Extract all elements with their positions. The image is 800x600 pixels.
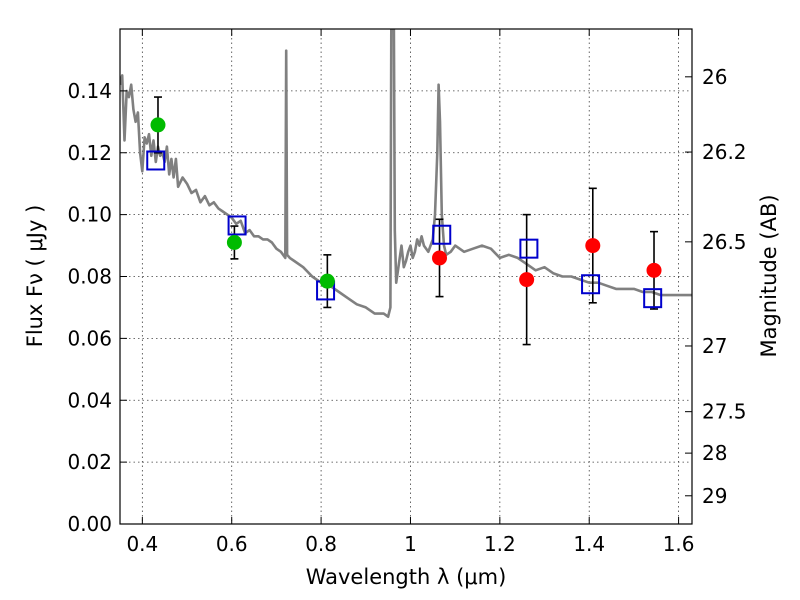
x-axis-label: Wavelength λ (μm) (306, 565, 507, 589)
x-tick-label: 1.2 (484, 532, 516, 556)
x-tick-label: 0.4 (126, 532, 158, 556)
optical-data-point (226, 234, 242, 250)
y-tick-label: 0.00 (67, 512, 112, 536)
x-tick-label: 1.4 (573, 532, 605, 556)
mag-tick-label: 26 (702, 65, 727, 89)
x-tick-label: 1 (404, 532, 417, 556)
right-axis-label: Magnitude (AB) (757, 194, 781, 357)
y-tick-label: 0.10 (67, 203, 112, 227)
plot-data (120, 29, 692, 346)
y-tick-label: 0.04 (67, 388, 112, 412)
x-tick-label: 0.8 (305, 532, 337, 556)
axis-ticks: 0.4 0.6 0.8 1 1.2 1.4 1.6 0.00 0.02 0.04 0.06 0.08 0… (67, 29, 747, 556)
nir-data-point (519, 272, 535, 288)
mag-tick-label: 28 (702, 441, 727, 465)
mag-tick-label: 27 (702, 334, 727, 358)
y-axis-label: Flux Fν ( μJy ) (23, 205, 47, 348)
optical-data-point (150, 117, 166, 133)
nir-data-point (432, 250, 448, 266)
mag-tick-label: 26.2 (702, 140, 747, 164)
model-photometry-square (146, 150, 166, 171)
nir-data-point (585, 238, 601, 254)
y-tick-label: 0.14 (67, 79, 112, 103)
y-tick-label: 0.12 (67, 141, 112, 165)
y-tick-label: 0.06 (67, 326, 112, 350)
sed-model-line (120, 29, 692, 319)
optical-data-point (319, 273, 335, 289)
mag-tick-label: 26.5 (702, 230, 747, 254)
model-photometry-square (581, 274, 601, 295)
x-tick-label: 1.6 (663, 532, 695, 556)
x-tick-label: 0.6 (216, 532, 248, 556)
y-tick-label: 0.02 (67, 450, 112, 474)
mag-tick-label: 27.5 (702, 400, 747, 424)
model-photometry-square (643, 288, 663, 309)
model-photometry-square (227, 215, 247, 236)
y-tick-label: 0.08 (67, 265, 112, 289)
mag-tick-label: 29 (702, 484, 727, 508)
model-photometry-square (519, 238, 539, 259)
grid (120, 29, 692, 525)
nir-data-point (646, 262, 662, 278)
model-photometry-square (432, 224, 452, 245)
